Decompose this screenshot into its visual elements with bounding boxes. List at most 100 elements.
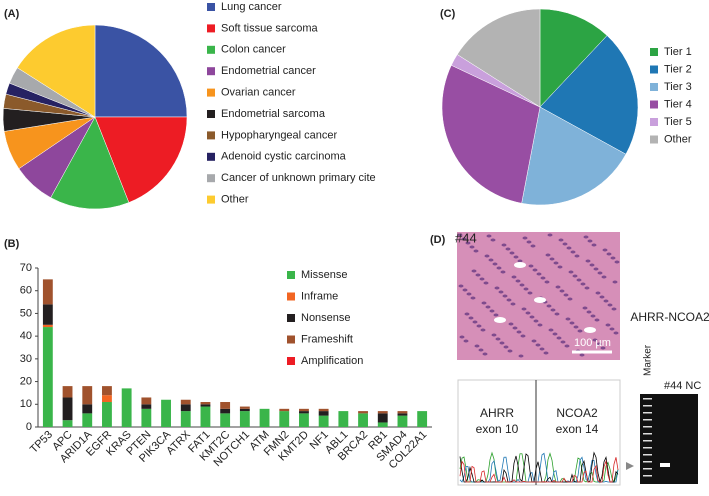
nucleus: [582, 306, 588, 310]
nucleus: [527, 291, 533, 295]
legend-swatch: [207, 88, 215, 97]
bar-segment: [239, 408, 250, 412]
nucleus: [493, 313, 499, 317]
y-tick-label: 0: [26, 421, 32, 433]
x-tick-label: TP53: [28, 429, 55, 456]
ladder-band: [643, 475, 652, 477]
nucleus: [483, 281, 489, 285]
nucleus: [570, 250, 576, 254]
bar-segment: [42, 327, 53, 427]
bar-segment: [299, 413, 309, 427]
lane-labels: #44 NC: [664, 380, 701, 392]
nucleus: [507, 349, 513, 353]
nucleus: [519, 283, 525, 287]
nucleus: [520, 334, 526, 338]
legend-label: Endometrial sarcoma: [221, 108, 326, 120]
pie-slice: [539, 35, 639, 155]
nucleus: [503, 345, 509, 349]
nucleus: [485, 305, 491, 309]
legend-label: Tier 2: [664, 63, 692, 75]
nucleus: [544, 280, 550, 284]
nucleus: [502, 294, 508, 298]
nucleus: [470, 296, 476, 300]
bar-segment: [200, 406, 211, 427]
nucleus: [569, 321, 575, 325]
bar-segment: [102, 386, 112, 396]
nucleus: [466, 292, 472, 296]
vessel: [584, 327, 596, 333]
nucleus: [522, 236, 528, 240]
nucleus: [469, 245, 475, 249]
pie-slice: [521, 106, 627, 206]
nucleus: [573, 325, 579, 329]
nucleus: [537, 323, 543, 327]
nucleus: [474, 344, 480, 348]
nucleus: [593, 267, 599, 271]
nucleus: [547, 233, 553, 237]
nucleus: [558, 238, 564, 242]
y-tick-label: 60: [20, 285, 32, 297]
legend-swatch: [650, 100, 658, 109]
ladder-band: [643, 433, 652, 435]
legend-swatch: [650, 118, 658, 126]
nucleus: [465, 241, 471, 245]
legend-swatch: [207, 3, 215, 11]
legend-label: Soft tissue sarcoma: [221, 22, 318, 34]
nucleus: [462, 288, 468, 292]
lane-marker: Marker: [643, 344, 654, 376]
nucleus: [458, 284, 464, 288]
nucleus: [516, 330, 522, 334]
nucleus: [529, 315, 535, 319]
bar-segment: [220, 413, 231, 427]
nucleus: [548, 328, 554, 332]
nucleus: [486, 234, 492, 238]
ladder-band: [643, 440, 652, 442]
nucleus: [509, 251, 515, 255]
nucleus: [506, 298, 512, 302]
legend-label: Frameshift: [301, 333, 353, 345]
nucleus: [597, 271, 603, 275]
pie-slice: [456, 8, 541, 108]
ladder-band: [643, 412, 652, 414]
ladder-band: [643, 405, 652, 407]
bar-segment: [220, 402, 231, 409]
gel: [640, 394, 698, 484]
vessel: [534, 297, 546, 303]
ladder-band: [643, 454, 652, 456]
nucleus: [494, 286, 500, 290]
y-tick-label: 20: [20, 375, 32, 387]
legend-label: Missense: [301, 269, 347, 281]
bar-segment: [62, 397, 73, 421]
nucleus: [559, 289, 565, 293]
scale-label: 100 µm: [574, 337, 611, 349]
nucleus: [577, 329, 583, 333]
nucleus: [484, 254, 490, 258]
nucleus: [495, 337, 501, 341]
bar-segment: [377, 413, 388, 423]
nucleus: [589, 263, 595, 267]
bar-segment: [180, 404, 191, 412]
nucleus: [580, 282, 586, 286]
y-tick-label: 70: [20, 262, 32, 274]
legend-label: Tier 4: [664, 98, 692, 110]
legend-label: Nonsense: [301, 312, 351, 324]
nucleus: [536, 272, 542, 276]
ladder-band: [643, 426, 652, 428]
legend-label: Amplification: [301, 355, 363, 367]
band: [660, 463, 670, 467]
bar-segment: [239, 411, 250, 427]
bar-segment: [121, 388, 132, 427]
legend-label: Tier 1: [664, 46, 692, 58]
nucleus: [478, 348, 484, 352]
legend-swatch: [207, 24, 215, 33]
bar-segment: [200, 404, 211, 407]
bar-segment: [377, 422, 388, 427]
nucleus: [457, 233, 463, 237]
nucleus: [532, 268, 538, 272]
nucleus: [531, 339, 537, 343]
ladder-band: [643, 461, 652, 463]
nucleus: [563, 293, 569, 297]
vessel: [494, 317, 506, 323]
nucleus: [610, 256, 616, 260]
